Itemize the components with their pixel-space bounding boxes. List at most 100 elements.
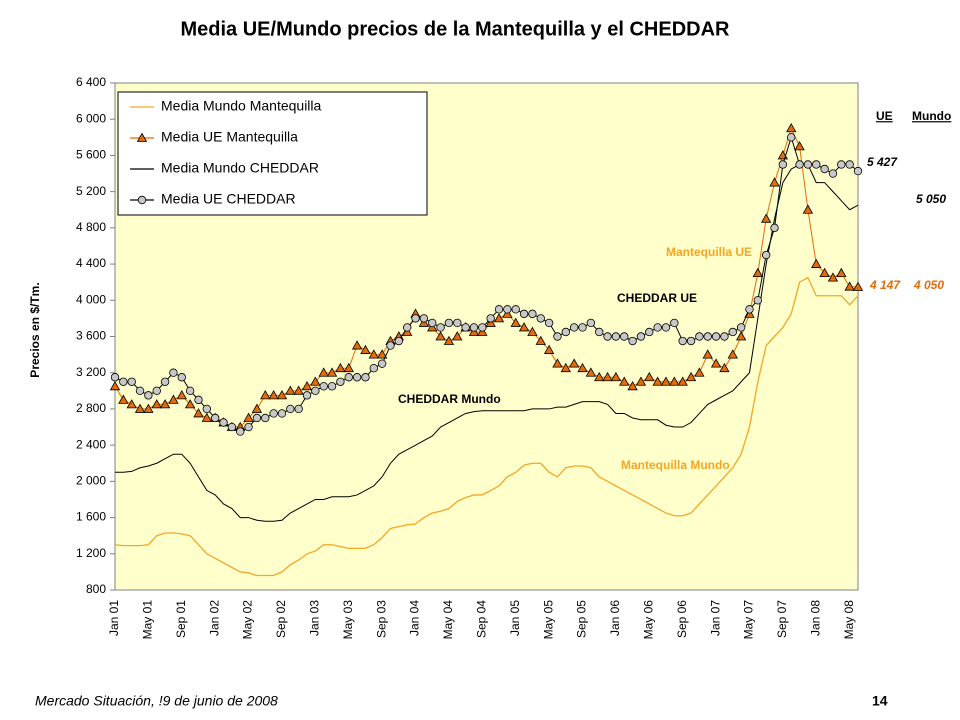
- triangle-marker: [694, 367, 705, 377]
- circle-marker: [628, 336, 637, 346]
- y-tick-label: 2 400: [76, 437, 106, 451]
- annotation: UE: [876, 109, 893, 123]
- x-tick-label: May 03: [341, 600, 355, 640]
- circle-marker: [219, 418, 228, 427]
- x-tick-label: Jan 06: [608, 600, 622, 636]
- circle-marker: [803, 160, 813, 169]
- circle-marker: [620, 332, 629, 341]
- circle-marker: [327, 382, 337, 391]
- series-line: [115, 163, 859, 522]
- legend-label: Media Mundo Mantequilla: [161, 98, 322, 114]
- circle-marker: [761, 250, 771, 260]
- triangle-marker: [376, 349, 388, 359]
- x-tick-label: Jan 08: [808, 600, 822, 636]
- circle-marker: [511, 305, 520, 314]
- x-tick-label: Sep 06: [675, 600, 689, 638]
- triangle-marker: [268, 390, 279, 400]
- y-tick-label: 4 800: [76, 220, 106, 234]
- circle-marker: [603, 332, 612, 341]
- page-number: 14: [872, 693, 888, 709]
- circle-marker: [152, 386, 161, 396]
- triangle-marker: [852, 281, 864, 291]
- circle-marker: [653, 323, 662, 332]
- triangle-marker: [685, 371, 697, 382]
- y-tick-label: 1 600: [76, 510, 106, 524]
- circle-marker: [711, 332, 721, 341]
- annotation: 4 050: [913, 278, 944, 292]
- circle-marker: [269, 409, 278, 418]
- circle-marker: [185, 386, 195, 396]
- triangle-marker: [627, 380, 638, 391]
- annotation: CHEDDAR UE: [617, 291, 697, 305]
- y-tick-label: 3 200: [76, 365, 106, 379]
- triangle-marker: [811, 258, 822, 268]
- circle-marker: [169, 368, 178, 377]
- triangle-marker: [193, 408, 204, 418]
- circle-marker: [294, 404, 303, 414]
- triangle-marker: [343, 362, 354, 373]
- circle-marker: [227, 422, 237, 432]
- triangle-marker: [493, 313, 505, 323]
- circle-marker: [728, 327, 737, 337]
- circle-marker: [444, 318, 454, 328]
- circle-marker: [486, 314, 495, 323]
- circle-marker: [135, 386, 145, 396]
- x-tick-label: Sep 04: [474, 600, 488, 638]
- circle-marker: [252, 413, 262, 423]
- circle-marker: [686, 336, 696, 346]
- triangle-marker: [126, 399, 137, 409]
- circle-marker: [494, 305, 504, 314]
- x-tick-label: Sep 07: [775, 600, 789, 638]
- triangle-marker: [760, 213, 772, 223]
- triangle-marker: [619, 376, 630, 386]
- circle-marker: [361, 373, 370, 382]
- circle-marker: [595, 327, 604, 337]
- circle-marker: [645, 327, 654, 337]
- triangle-marker: [568, 358, 580, 368]
- triangle-marker: [310, 376, 321, 386]
- triangle-marker: [719, 362, 730, 373]
- circle-marker: [319, 382, 328, 391]
- circle-marker: [661, 323, 671, 332]
- triangle-marker: [577, 362, 588, 373]
- triangle-marker: [251, 403, 263, 413]
- legend-label: Media UE Mantequilla: [161, 129, 298, 145]
- circle-marker: [469, 323, 479, 332]
- x-tick-label: Sep 03: [374, 600, 388, 638]
- x-tick-label: May 04: [441, 600, 455, 640]
- circle-marker: [244, 422, 253, 432]
- circle-marker: [536, 314, 545, 323]
- y-tick-label: 3 600: [76, 329, 106, 343]
- x-tick-label: Sep 01: [174, 600, 188, 638]
- circle-marker: [812, 160, 821, 169]
- circle-marker: [553, 332, 562, 341]
- circle-marker: [344, 373, 353, 382]
- triangle-marker: [802, 204, 814, 214]
- y-tick-label: 2 800: [76, 401, 106, 415]
- circle-marker: [745, 305, 754, 314]
- x-tick-label: May 05: [541, 600, 555, 640]
- circle-marker: [736, 323, 746, 332]
- circle-marker: [703, 332, 712, 341]
- circle-marker: [778, 160, 788, 169]
- triangle-marker: [827, 272, 839, 282]
- triangle-marker: [159, 399, 171, 409]
- circle-marker: [394, 336, 404, 346]
- triangle-marker: [552, 358, 563, 368]
- circle-marker: [828, 169, 838, 178]
- legend-marker: [136, 132, 148, 142]
- circle-marker: [236, 427, 245, 436]
- triangle-marker: [652, 376, 663, 386]
- y-tick-label: 5 200: [76, 184, 106, 198]
- y-tick-label: 1 200: [76, 546, 106, 560]
- circle-marker: [194, 395, 203, 405]
- circle-marker: [127, 377, 136, 386]
- circle-marker: [419, 314, 429, 323]
- triangle-marker: [752, 267, 764, 278]
- circle-marker: [695, 332, 704, 341]
- x-tick-label: Sep 05: [575, 600, 589, 638]
- triangle-marker: [677, 376, 688, 386]
- triangle-marker: [769, 177, 780, 187]
- circle-marker: [578, 323, 587, 332]
